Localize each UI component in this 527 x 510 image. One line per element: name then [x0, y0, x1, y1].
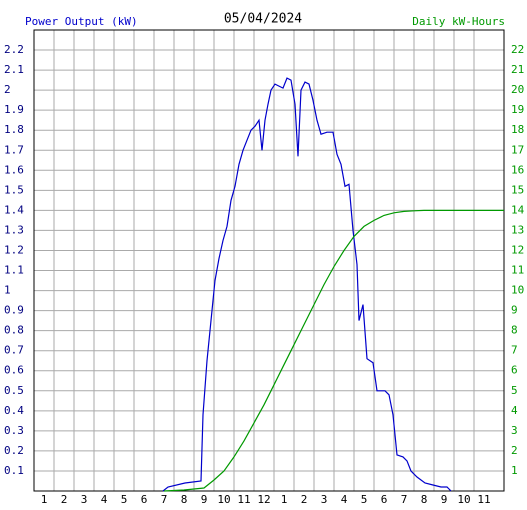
data-line [162, 77, 452, 492]
y-tick-label: 0.2 [4, 444, 24, 457]
x-tick-label: 7 [161, 493, 168, 506]
x-tick-label: 3 [81, 493, 88, 506]
y2-tick-label: 20 [511, 83, 524, 96]
x-tick-label: 8 [181, 493, 188, 506]
x-tick-label: 1 [281, 493, 288, 506]
x-tick-label: 11 [237, 493, 250, 506]
y2-tick-label: 15 [511, 183, 524, 196]
plot-border [33, 29, 505, 492]
y-tick-label: 1.6 [4, 163, 24, 176]
y-tick-label: 1.7 [4, 143, 24, 156]
y-tick-label: 0.6 [4, 364, 24, 377]
y-tick-label: 1.1 [4, 264, 24, 277]
y-tick-label: 2.2 [4, 43, 24, 56]
x-tick-label: 11 [477, 493, 490, 506]
x-tick-label: 6 [381, 493, 388, 506]
y-tick-label: 1.5 [4, 183, 24, 196]
x-tick-label: 8 [421, 493, 428, 506]
data-line [163, 209, 504, 492]
x-tick-label: 4 [101, 493, 108, 506]
y-tick-label: 0.8 [4, 324, 24, 337]
y2-tick-label: 8 [511, 324, 518, 337]
y-tick-label: 0.1 [4, 464, 24, 477]
y2-tick-label: 19 [511, 103, 524, 116]
y2-tick-label: 4 [511, 404, 518, 417]
y-tick-label: 1 [4, 284, 11, 297]
x-tick-label: 5 [121, 493, 128, 506]
y2-tick-label: 18 [511, 123, 524, 136]
y-tick-label: 2.1 [4, 63, 24, 76]
y2-tick-label: 17 [511, 143, 524, 156]
y-tick-label: 2 [4, 83, 11, 96]
y2-tick-label: 6 [511, 364, 518, 377]
y-tick-label: 1.8 [4, 123, 24, 136]
x-tick-label: 3 [321, 493, 328, 506]
x-tick-label: 12 [257, 493, 270, 506]
y-tick-label: 0.7 [4, 344, 24, 357]
y-axis-label: Power Output (kW) [25, 15, 138, 28]
y2-tick-label: 12 [511, 243, 524, 256]
y2-tick-label: 21 [511, 63, 524, 76]
y-tick-label: 0.4 [4, 404, 24, 417]
y-tick-label: 1.4 [4, 203, 24, 216]
y2-tick-label: 13 [511, 223, 524, 236]
chart-title: 05/04/2024 [224, 12, 302, 27]
y2-tick-label: 2 [511, 444, 518, 457]
plot-area [34, 30, 504, 491]
x-tick-label: 10 [217, 493, 230, 506]
x-tick-label: 10 [457, 493, 470, 506]
y2-axis-label: Daily kW-Hours [412, 15, 505, 28]
y2-tick-label: 7 [511, 344, 518, 357]
y2-tick-label: 1 [511, 464, 518, 477]
y2-tick-label: 5 [511, 384, 518, 397]
x-tick-label: 2 [61, 493, 68, 506]
y-tick-label: 1.3 [4, 223, 24, 236]
x-tick-label: 9 [441, 493, 448, 506]
x-tick-label: 5 [361, 493, 368, 506]
y-tick-label: 0.3 [4, 424, 24, 437]
x-tick-label: 7 [401, 493, 408, 506]
x-tick-label: 1 [41, 493, 48, 506]
y-tick-label: 0.9 [4, 304, 24, 317]
x-tick-label: 4 [341, 493, 348, 506]
y-tick-label: 1.9 [4, 103, 24, 116]
y2-tick-label: 10 [511, 284, 524, 297]
y-tick-label: 1.2 [4, 243, 24, 256]
y2-tick-label: 9 [511, 304, 518, 317]
y2-tick-label: 11 [511, 264, 524, 277]
y2-tick-label: 22 [511, 43, 524, 56]
y2-tick-label: 16 [511, 163, 524, 176]
x-tick-label: 2 [301, 493, 308, 506]
x-tick-label: 6 [141, 493, 148, 506]
y-tick-label: 0.5 [4, 384, 24, 397]
y2-tick-label: 3 [511, 424, 518, 437]
y2-tick-label: 14 [511, 203, 525, 216]
x-tick-label: 9 [201, 493, 208, 506]
